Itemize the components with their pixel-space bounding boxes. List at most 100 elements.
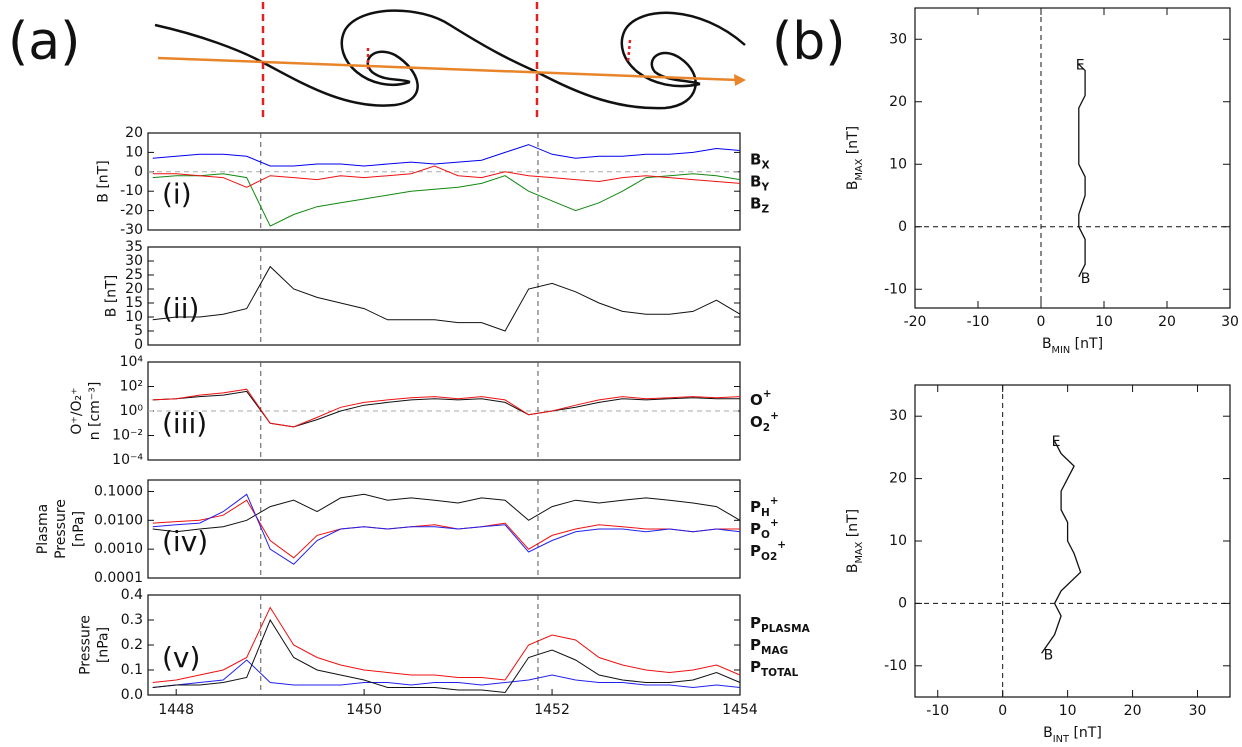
x-axis-label: BMIN [nT] xyxy=(1042,336,1103,356)
annotation: E xyxy=(1076,57,1085,73)
panel-label: (a) xyxy=(8,12,80,72)
y-tick-label: 20 xyxy=(889,471,907,487)
plot-frame xyxy=(147,132,741,231)
flux-curve xyxy=(620,11,746,88)
panel-label: (iii) xyxy=(162,407,207,440)
legend-label: BY xyxy=(750,172,769,194)
series-line xyxy=(152,173,741,227)
y-tick-label: -30 xyxy=(120,222,143,238)
arrow-head xyxy=(734,74,746,86)
schematic xyxy=(154,2,746,118)
red-segment xyxy=(626,39,632,63)
series-line xyxy=(152,390,740,428)
x-tick-label: 20 xyxy=(1124,703,1142,719)
y-tick-label: 0.4 xyxy=(121,587,143,603)
y-tick-label: 5 xyxy=(134,323,143,339)
y-tick-label: 10 xyxy=(889,156,907,172)
y-tick-label: 20 xyxy=(889,94,907,110)
hodogram-line xyxy=(1078,63,1086,278)
plot-frame xyxy=(147,361,741,461)
plot-frame xyxy=(914,7,1231,309)
legend-label: BX xyxy=(750,150,770,172)
panel-label: (ii) xyxy=(162,292,199,325)
legend-label: PH+ xyxy=(750,495,779,519)
y-tick-label: 20 xyxy=(125,281,143,297)
series-line xyxy=(152,493,741,565)
x-tick-label: 1452 xyxy=(534,702,570,718)
legend-label: O+ xyxy=(750,388,772,409)
hodogram-line xyxy=(1041,440,1082,654)
y-axis-label: Pressure xyxy=(77,615,93,675)
plot-frame xyxy=(914,384,1231,698)
x-tick-label: -10 xyxy=(967,314,990,330)
y-axis-label: B [nT] xyxy=(104,275,120,317)
x-tick-label: -10 xyxy=(926,703,949,719)
x-tick-label: 30 xyxy=(1189,703,1207,719)
y-tick-label: 0.3 xyxy=(121,612,143,628)
y-tick-label: 0.1000 xyxy=(94,483,143,499)
x-tick-label: 1450 xyxy=(346,702,382,718)
x-tick-label: 0 xyxy=(998,703,1007,719)
y-tick-label: -10 xyxy=(884,658,907,674)
series-line xyxy=(152,618,741,694)
y-tick-label: 30 xyxy=(889,408,907,424)
panel-label: (v) xyxy=(162,641,200,674)
y-tick-label: 10 xyxy=(125,144,143,160)
y-tick-label: -10 xyxy=(884,281,907,297)
x-tick-label: 20 xyxy=(1158,314,1176,330)
series-line xyxy=(152,388,741,428)
legend-label: BZ xyxy=(750,194,769,216)
flux-curve xyxy=(340,9,701,110)
y-tick-label: 10⁻² xyxy=(112,428,143,444)
series-line xyxy=(152,165,741,188)
y-tick-label: 15 xyxy=(125,295,143,311)
y-tick-label: 0.2 xyxy=(121,637,143,653)
y-tick-label: 0.0001 xyxy=(94,570,143,586)
legend-label: PO+ xyxy=(750,517,779,541)
y-tick-label: 10 xyxy=(125,309,143,325)
y-axis-label: Plasma xyxy=(35,504,51,554)
x-tick-label: 0 xyxy=(1037,314,1046,330)
y-axis-label: BMAX [nT] xyxy=(845,509,865,573)
y-axis-label: BMAX [nT] xyxy=(845,126,865,190)
annotation: B xyxy=(1044,647,1054,663)
annotation: B xyxy=(1081,271,1091,287)
x-tick-label: 1448 xyxy=(158,702,194,718)
series-line xyxy=(152,265,741,332)
legend-label: PTOTAL xyxy=(750,658,799,680)
y-tick-label: 0.0100 xyxy=(94,512,143,528)
panel-label: (i) xyxy=(162,178,192,211)
y-tick-label: 0 xyxy=(134,337,143,353)
y-tick-label: 0 xyxy=(898,219,907,235)
flux-curve xyxy=(154,23,419,107)
y-tick-label: 10 xyxy=(889,533,907,549)
y-axis-label: B [nT] xyxy=(95,160,111,202)
y-tick-label: 0.1 xyxy=(121,662,143,678)
y-tick-label: 10⁴ xyxy=(120,354,144,370)
x-tick-label: 1454 xyxy=(722,702,758,718)
legend-label: PPLASMA xyxy=(750,614,811,636)
legend-label: PMAG xyxy=(750,636,788,658)
legend-label: O2+ xyxy=(750,410,779,434)
y-tick-label: -10 xyxy=(120,183,143,199)
y-tick-label: 0.0010 xyxy=(94,541,143,557)
legend-label: PO2+ xyxy=(750,539,786,563)
y-tick-label: 10² xyxy=(120,379,143,395)
x-axis-label: BINT [nT] xyxy=(1043,725,1102,745)
y-tick-label: 30 xyxy=(125,253,143,269)
x-tick-label: 10 xyxy=(1095,314,1113,330)
y-tick-label: 10⁻⁴ xyxy=(112,452,143,468)
series-line xyxy=(152,606,741,683)
series-line xyxy=(152,499,740,559)
y-axis-label: [nPa] xyxy=(71,511,87,547)
y-tick-label: 10⁰ xyxy=(120,403,144,419)
trajectory xyxy=(157,56,739,82)
y-tick-label: 20 xyxy=(125,125,143,141)
series-line xyxy=(152,493,741,533)
y-axis-label: O⁺/O₂⁺ xyxy=(69,387,85,434)
series-line xyxy=(152,144,741,167)
y-tick-label: 25 xyxy=(125,267,143,283)
y-tick-label: 0.0 xyxy=(121,687,143,703)
y-axis-label: [nPa] xyxy=(95,627,111,663)
